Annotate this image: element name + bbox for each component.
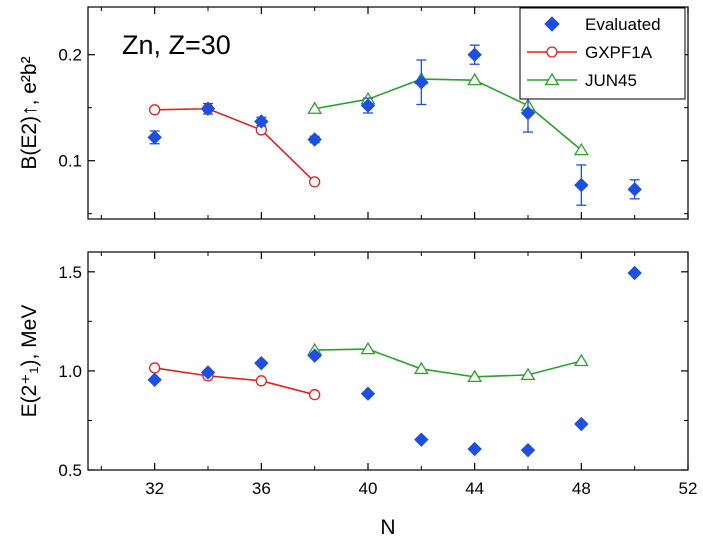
x-tick-label: 52 xyxy=(679,479,698,498)
be2-gxpf1a-point xyxy=(309,176,321,188)
e2-evaluated-point xyxy=(254,355,269,371)
e2-evaluated-point xyxy=(307,348,322,363)
e2-jun45-point xyxy=(360,341,376,355)
be2-gxpf1a-point xyxy=(149,104,161,116)
e2-evaluated-point xyxy=(574,416,589,432)
x-tick-label: 48 xyxy=(572,479,591,498)
be2-evaluated-point xyxy=(467,47,482,62)
e2-evaluated-point xyxy=(627,265,642,281)
be2-evaluated-point xyxy=(627,182,642,197)
e2-plot-frame xyxy=(87,251,689,471)
e2-gxpf1a-point xyxy=(255,375,267,387)
legend: Evaluated GXPF1A JUN45 xyxy=(519,7,686,100)
be2-y-axis-title: B(E2)↑, e²b² xyxy=(18,56,41,169)
e2-y-tick-label: 1.5 xyxy=(58,263,82,282)
e2-evaluated-point xyxy=(360,386,376,401)
e2-jun45-point xyxy=(573,353,589,367)
be2-jun45-point xyxy=(467,72,483,86)
e2-y-axis-title: E(2⁺₁), MeV xyxy=(18,305,41,418)
legend-jun45-label: JUN45 xyxy=(585,71,637,90)
e2-gxpf1a-point xyxy=(309,389,321,401)
e2-gxpf1a-line xyxy=(154,367,315,396)
be2-evaluated-point xyxy=(147,130,162,145)
x-tick-label: 44 xyxy=(465,479,484,498)
be2-annotation: Zn, Z=30 xyxy=(122,30,231,60)
e2-evaluated-point xyxy=(414,432,429,447)
e2-y-tick-label: 0.5 xyxy=(58,461,82,480)
be2-evaluated-point xyxy=(520,105,536,121)
be2-jun45-line xyxy=(314,78,582,151)
e2-jun45-point xyxy=(520,367,536,381)
legend-gxpf1a-label: GXPF1A xyxy=(585,43,653,62)
be2-evaluated-point xyxy=(254,114,269,129)
e2-evaluated-point xyxy=(520,442,536,458)
legend-jun45-marker xyxy=(544,72,560,86)
e2-jun45-point xyxy=(467,369,483,383)
e2-y-tick-label: 1.0 xyxy=(58,362,82,381)
be2-evaluated-point xyxy=(307,132,322,147)
be2-gxpf1a-line xyxy=(154,107,316,183)
e2-jun45-point xyxy=(413,361,429,375)
e2-evaluated-point xyxy=(200,365,216,380)
be2-plot-frame xyxy=(87,6,689,220)
be2-jun45-point xyxy=(573,142,589,156)
x-tick-label: 36 xyxy=(252,479,271,498)
x-tick-label: 32 xyxy=(145,479,164,498)
be2-evaluated-point xyxy=(574,177,589,193)
legend-gxpf1a-marker xyxy=(546,46,558,58)
be2-evaluated-point xyxy=(414,75,429,90)
x-tick-label: 40 xyxy=(359,479,378,498)
be2-y-tick-label: 0.1 xyxy=(58,152,82,171)
be2-y-tick-label: 0.2 xyxy=(58,46,82,65)
e2-jun45-line xyxy=(314,348,582,378)
legend-evaluated-marker xyxy=(544,16,560,32)
x-axis-title: N xyxy=(380,516,395,539)
e2-evaluated-point xyxy=(147,372,162,388)
legend-evaluated-label: Evaluated xyxy=(585,15,661,34)
be2-evaluated-point xyxy=(200,101,216,116)
e2-evaluated-point xyxy=(467,441,482,457)
be2-evaluated-point xyxy=(360,98,376,113)
be2-jun45-point xyxy=(307,101,323,114)
e2-gxpf1a-point xyxy=(149,362,161,374)
